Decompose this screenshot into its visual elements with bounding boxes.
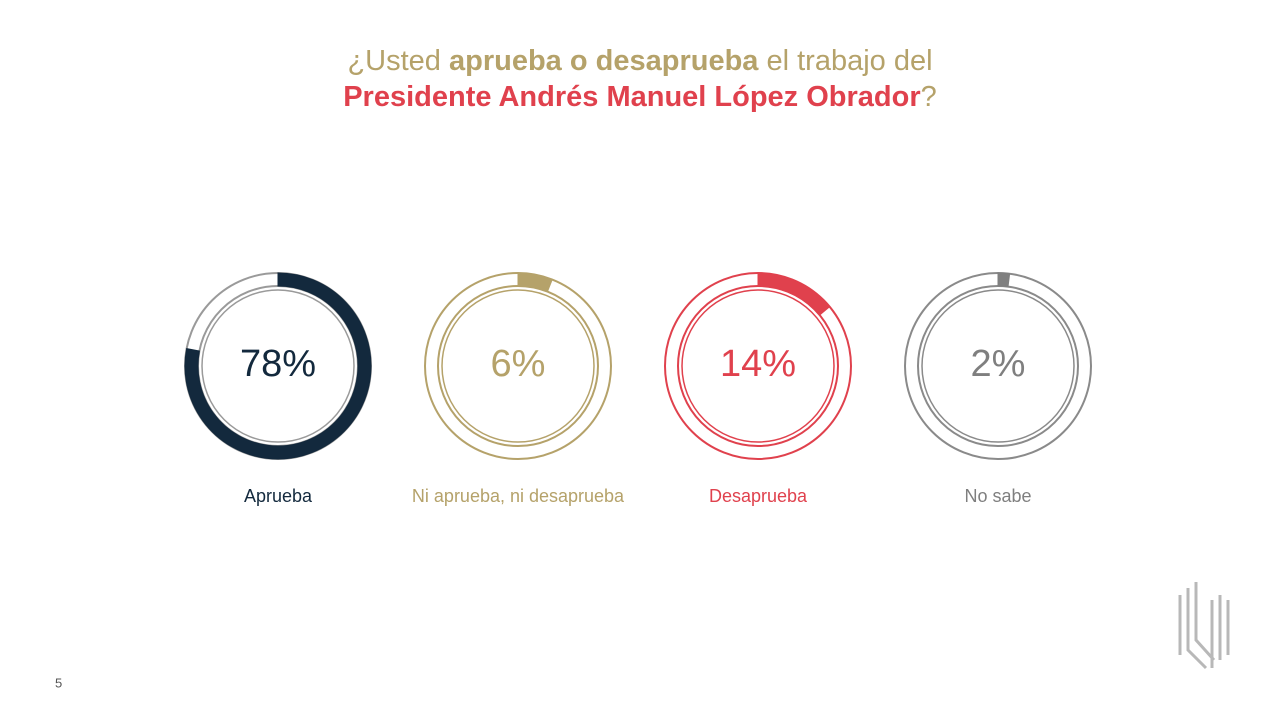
value-label: 6% — [491, 343, 546, 385]
ring-inner — [201, 289, 355, 443]
title-part: aprueba o desaprueba — [449, 45, 759, 77]
title-part: el trabajo del — [758, 45, 932, 77]
category-label: No sabe — [964, 486, 1031, 506]
value-label: 78% — [240, 343, 316, 385]
category-label: Ni aprueba, ni desaprueba — [412, 486, 625, 506]
title-line: Presidente Andrés Manuel López Obrador? — [343, 81, 937, 113]
donut-arc — [184, 272, 372, 460]
title-line: ¿Usted aprueba o desaprueba el trabajo d… — [347, 45, 932, 77]
donut-arc — [757, 272, 831, 316]
title-part: ? — [921, 81, 937, 113]
donut-arc — [997, 272, 1011, 288]
ring-inner — [681, 289, 835, 443]
category-label: Desaprueba — [709, 486, 808, 506]
title-part: Presidente Andrés Manuel López Obrador — [343, 81, 920, 113]
value-label: 2% — [971, 343, 1026, 385]
ring-inner — [921, 289, 1075, 443]
ring-inner — [441, 289, 595, 443]
value-label: 14% — [720, 343, 796, 385]
donut-arc — [517, 272, 553, 293]
title-part: ¿Usted — [347, 45, 449, 77]
logo — [1178, 582, 1230, 670]
page-number: 5 — [55, 675, 62, 690]
category-label: Aprueba — [244, 486, 313, 506]
